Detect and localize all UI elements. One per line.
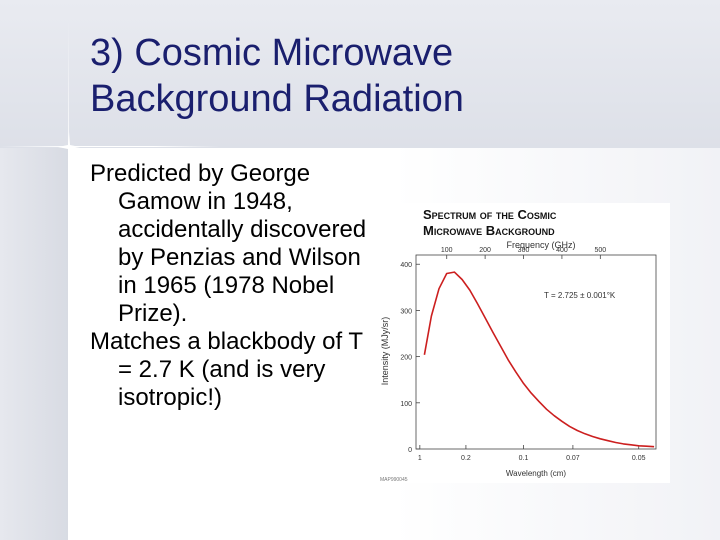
x-tick-label-1: 0.2 [461,455,471,462]
chart-title-line-1: Spectrum of the Cosmic [423,207,557,222]
x-tick-label-3: 0.07 [566,455,580,462]
top-axis-label: Frequency (GHz) [506,240,575,250]
top-tick-label-2: 300 [518,247,530,254]
top-band-background [0,0,720,148]
cmb-spectrum-chart: Spectrum of the Cosmic Microwave Backgro… [376,203,670,483]
x-tick-label-4: 0.05 [632,455,646,462]
y-tick-label-0: 0 [408,447,412,454]
top-tick-label-4: 500 [594,247,606,254]
chart-title-line-2: Microwave Background [423,223,555,238]
slide-body: Predicted by George Gamow in 1948, accid… [90,160,380,412]
y-tick-label-3: 300 [400,308,412,315]
title-line-1: 3) Cosmic Microwave [90,32,454,74]
y-axis-label: Intensity (MJy/sr) [380,317,390,386]
y-tick-label-4: 400 [400,262,412,269]
plot-frame [415,254,657,450]
top-tick-label-0: 100 [441,247,453,254]
x-tick-label-2: 0.1 [519,455,529,462]
y-tick-label-2: 200 [400,355,412,362]
slide-title: 3) Cosmic Microwave Background Radiation [90,30,710,122]
spectrum-curve-0 [423,271,655,448]
paragraph-blackbody: Matches a blackbody of T = 2.7 K (and is… [90,328,363,411]
paragraph-discovery: Predicted by George Gamow in 1948, accid… [90,160,367,327]
footer-code: MAP990045 [380,477,408,483]
annotation-temperature: T = 2.725 ± 0.001°K [544,291,616,300]
x-axis-label: Wavelength (cm) [506,469,567,478]
title-line-2: Background Radiation [90,78,464,120]
top-tick-label-3: 400 [556,247,568,254]
vertical-accent-line [68,20,69,540]
chart-svg: Spectrum of the Cosmic Microwave Backgro… [380,207,657,483]
top-tick-label-1: 200 [479,247,491,254]
x-tick-label-0: 1 [418,455,422,462]
y-tick-label-1: 100 [400,401,412,408]
horizontal-accent-line [0,146,220,147]
sparkle-icon [58,132,80,162]
